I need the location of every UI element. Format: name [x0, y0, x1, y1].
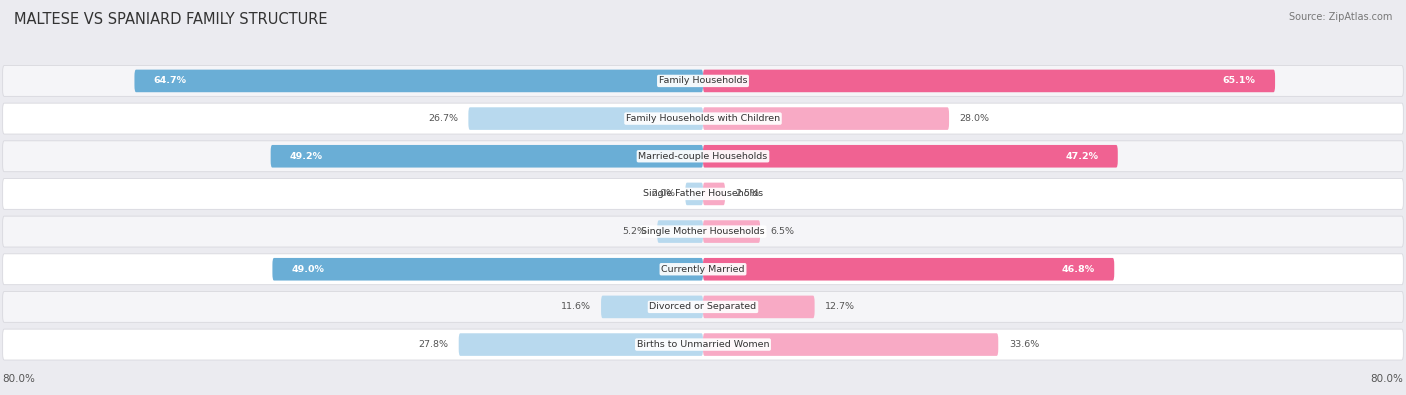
Text: 33.6%: 33.6% — [1010, 340, 1039, 349]
Text: 12.7%: 12.7% — [825, 303, 855, 311]
Text: Single Mother Households: Single Mother Households — [641, 227, 765, 236]
FancyBboxPatch shape — [703, 333, 998, 356]
FancyBboxPatch shape — [3, 103, 1403, 134]
FancyBboxPatch shape — [703, 182, 725, 205]
Text: Currently Married: Currently Married — [661, 265, 745, 274]
Text: Births to Unmarried Women: Births to Unmarried Women — [637, 340, 769, 349]
FancyBboxPatch shape — [3, 292, 1403, 322]
FancyBboxPatch shape — [703, 220, 761, 243]
Text: 26.7%: 26.7% — [427, 114, 458, 123]
Text: Married-couple Households: Married-couple Households — [638, 152, 768, 161]
Text: 28.0%: 28.0% — [960, 114, 990, 123]
FancyBboxPatch shape — [3, 329, 1403, 360]
Text: 80.0%: 80.0% — [1371, 374, 1403, 384]
Text: 49.0%: 49.0% — [292, 265, 325, 274]
FancyBboxPatch shape — [686, 182, 703, 205]
Text: 2.0%: 2.0% — [651, 190, 675, 198]
FancyBboxPatch shape — [3, 66, 1403, 96]
FancyBboxPatch shape — [458, 333, 703, 356]
Text: Source: ZipAtlas.com: Source: ZipAtlas.com — [1288, 12, 1392, 22]
FancyBboxPatch shape — [3, 179, 1403, 209]
FancyBboxPatch shape — [3, 254, 1403, 285]
Text: Family Households: Family Households — [659, 76, 747, 85]
FancyBboxPatch shape — [703, 145, 1118, 167]
FancyBboxPatch shape — [703, 258, 1114, 280]
FancyBboxPatch shape — [273, 258, 703, 280]
Text: 5.2%: 5.2% — [623, 227, 647, 236]
Text: 27.8%: 27.8% — [418, 340, 449, 349]
Text: 80.0%: 80.0% — [3, 374, 35, 384]
FancyBboxPatch shape — [135, 70, 703, 92]
Text: 49.2%: 49.2% — [290, 152, 323, 161]
FancyBboxPatch shape — [3, 141, 1403, 172]
FancyBboxPatch shape — [468, 107, 703, 130]
FancyBboxPatch shape — [703, 70, 1275, 92]
Text: 46.8%: 46.8% — [1062, 265, 1095, 274]
Text: 2.5%: 2.5% — [735, 190, 759, 198]
FancyBboxPatch shape — [602, 295, 703, 318]
Text: 64.7%: 64.7% — [153, 76, 187, 85]
Text: Divorced or Separated: Divorced or Separated — [650, 303, 756, 311]
FancyBboxPatch shape — [703, 107, 949, 130]
FancyBboxPatch shape — [270, 145, 703, 167]
Text: 65.1%: 65.1% — [1223, 76, 1256, 85]
Text: Family Households with Children: Family Households with Children — [626, 114, 780, 123]
Text: 47.2%: 47.2% — [1066, 152, 1098, 161]
Text: MALTESE VS SPANIARD FAMILY STRUCTURE: MALTESE VS SPANIARD FAMILY STRUCTURE — [14, 12, 328, 27]
Text: Single Father Households: Single Father Households — [643, 190, 763, 198]
FancyBboxPatch shape — [657, 220, 703, 243]
FancyBboxPatch shape — [3, 216, 1403, 247]
Text: 6.5%: 6.5% — [770, 227, 794, 236]
Text: 11.6%: 11.6% — [561, 303, 591, 311]
FancyBboxPatch shape — [703, 295, 814, 318]
